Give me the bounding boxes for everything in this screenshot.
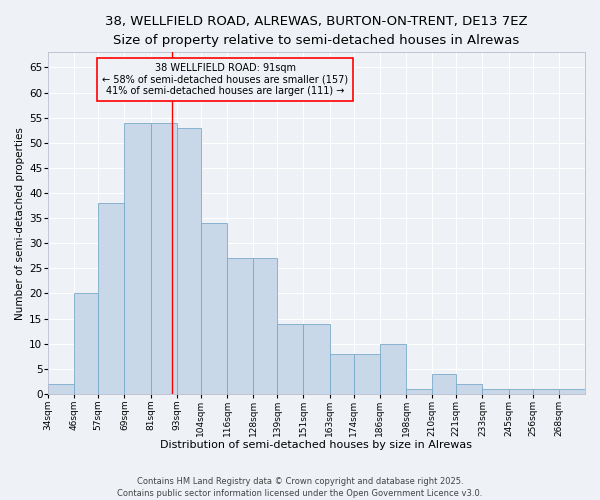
Bar: [329, 354, 353, 394]
Bar: [151, 122, 177, 394]
Title: 38, WELLFIELD ROAD, ALREWAS, BURTON-ON-TRENT, DE13 7EZ
Size of property relative: 38, WELLFIELD ROAD, ALREWAS, BURTON-ON-T…: [105, 15, 528, 47]
Bar: [124, 122, 151, 394]
Bar: [74, 294, 98, 394]
Bar: [432, 374, 456, 394]
Bar: [509, 389, 533, 394]
Bar: [177, 128, 201, 394]
Bar: [559, 389, 585, 394]
Bar: [406, 389, 432, 394]
Bar: [482, 389, 509, 394]
Bar: [533, 389, 559, 394]
Bar: [353, 354, 380, 394]
Text: 38 WELLFIELD ROAD: 91sqm
← 58% of semi-detached houses are smaller (157)
41% of : 38 WELLFIELD ROAD: 91sqm ← 58% of semi-d…: [102, 62, 348, 96]
Bar: [48, 384, 74, 394]
Bar: [304, 324, 329, 394]
Bar: [227, 258, 253, 394]
Y-axis label: Number of semi-detached properties: Number of semi-detached properties: [15, 126, 25, 320]
Bar: [277, 324, 304, 394]
Text: Contains HM Land Registry data © Crown copyright and database right 2025.
Contai: Contains HM Land Registry data © Crown c…: [118, 476, 482, 498]
Bar: [253, 258, 277, 394]
Bar: [98, 203, 124, 394]
Bar: [456, 384, 482, 394]
Bar: [201, 223, 227, 394]
Bar: [380, 344, 406, 394]
X-axis label: Distribution of semi-detached houses by size in Alrewas: Distribution of semi-detached houses by …: [160, 440, 472, 450]
